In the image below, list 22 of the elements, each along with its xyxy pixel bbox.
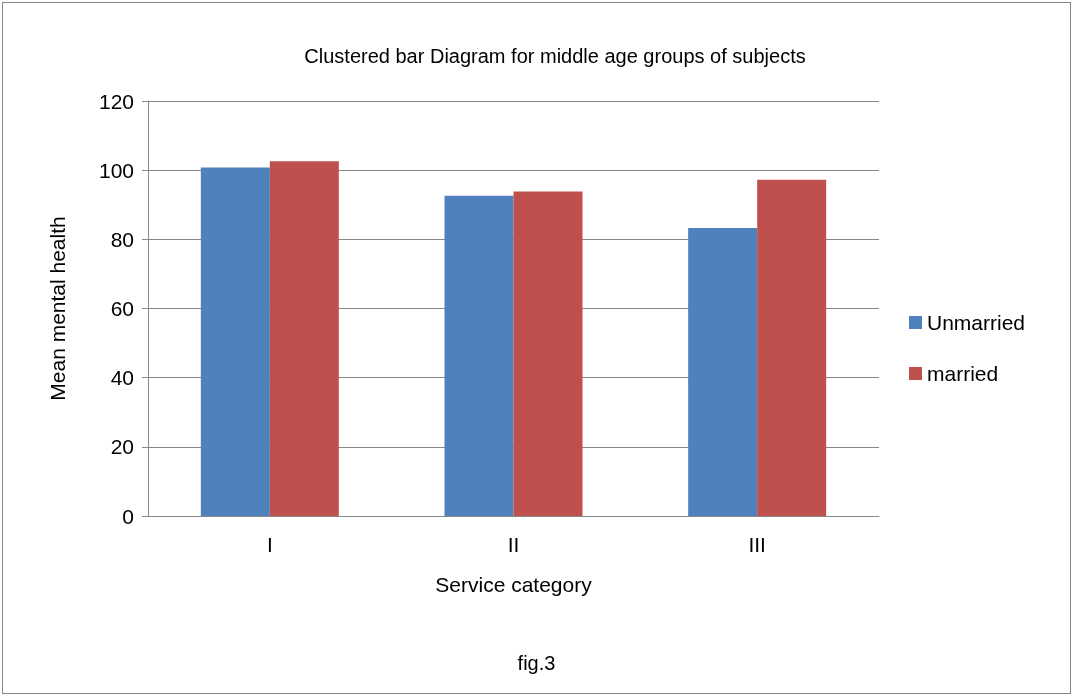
bar [688,227,758,516]
x-tick-label: II [507,533,520,556]
legend-label: Unmarried [926,311,1025,334]
y-tick-label: 120 [98,89,134,113]
y-tick-label: 60 [110,297,134,320]
y-axis-title: Mean mental health [46,216,69,401]
y-tick-label: 0 [122,504,134,528]
legend-label: married [926,362,999,385]
bar [200,167,270,516]
bar [444,195,514,516]
y-tick-label: 100 [98,158,134,182]
y-tick-label: 80 [110,227,134,251]
bar [513,191,583,516]
x-tick-label: III [748,533,766,556]
x-axis-title: Service category [435,573,593,596]
x-tick-label: I [266,533,273,556]
caption: fig.3 [517,652,556,674]
chart-title: Clustered bar Diagram for middle age groups of subjects [304,45,806,67]
y-tick-label: 20 [110,435,134,459]
bar [269,161,339,516]
bar [757,179,827,516]
y-tick-label: 40 [110,366,134,390]
